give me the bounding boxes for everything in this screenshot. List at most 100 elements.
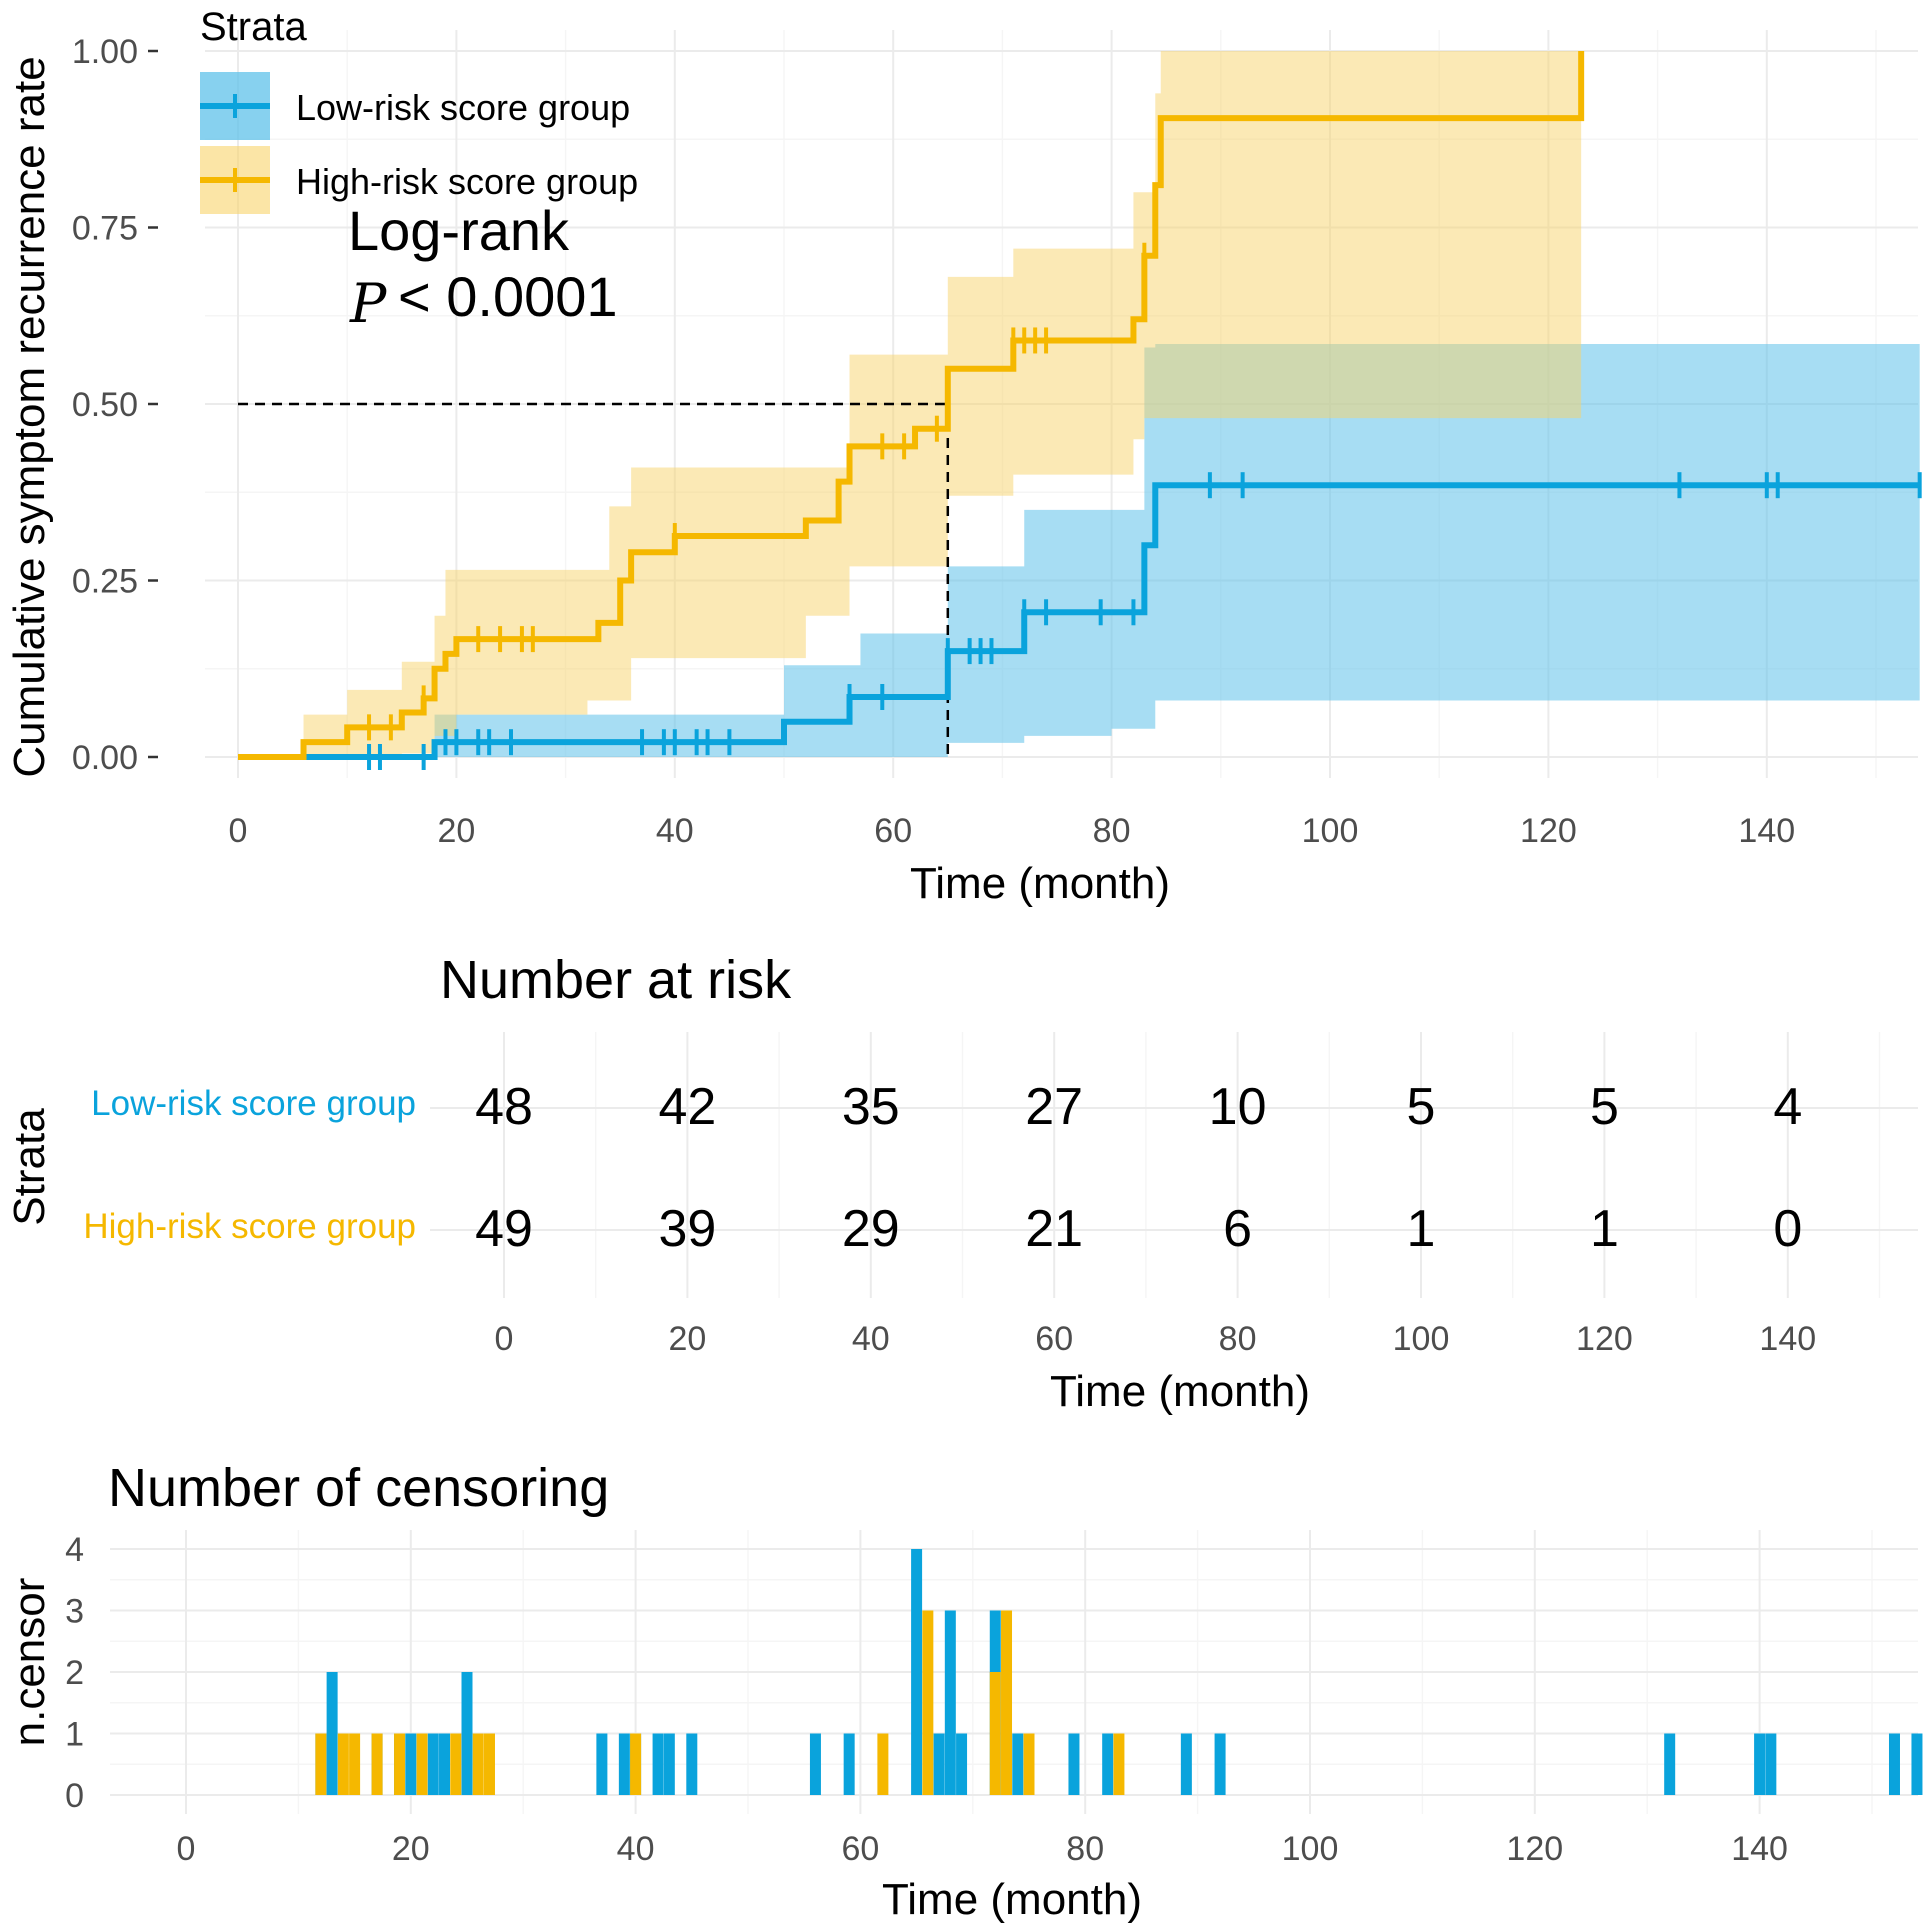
y-tick-label: 0.75	[72, 210, 138, 248]
log-rank-label: Log-rank	[348, 199, 570, 262]
censor-bar-high-risk	[1113, 1733, 1125, 1795]
y-tick-label: 0.25	[72, 563, 138, 601]
censoring-x-tick-label: 80	[1066, 1830, 1104, 1868]
log-rank-annotation: Log-rank P < 0.0001	[348, 199, 618, 335]
legend-item-low-risk[interactable]: Low-risk score group	[200, 72, 630, 140]
censoring-x-tick-label: 60	[841, 1830, 879, 1868]
legend-label-high-risk: High-risk score group	[296, 161, 638, 202]
risk-table-x-tick-label: 120	[1576, 1320, 1633, 1358]
number-at-risk-panel: Number at risk Low-risk score group High…	[5, 950, 1918, 1416]
risk-cell-high-risk: 1	[1590, 1200, 1619, 1258]
censor-bar-low-risk	[1754, 1733, 1766, 1795]
censor-bar-high-risk	[371, 1733, 383, 1795]
risk-cell-low-risk: 42	[658, 1078, 716, 1136]
risk-cell-high-risk: 39	[658, 1200, 716, 1258]
censoring-x-tick-label: 120	[1506, 1830, 1563, 1868]
risk-cell-high-risk: 29	[842, 1200, 900, 1258]
risk-row-label-high-risk: High-risk score group	[83, 1207, 416, 1246]
x-tick-label: 80	[1093, 812, 1131, 850]
y-axis-title: Cumulative symptom recurrence rate	[5, 56, 54, 777]
risk-cell-low-risk: 5	[1407, 1078, 1436, 1136]
legend-title: Strata	[200, 5, 307, 49]
censor-bar-high-risk	[1001, 1610, 1013, 1795]
censoring-x-tick-label: 100	[1282, 1830, 1339, 1868]
risk-cell-high-risk: 1	[1407, 1200, 1436, 1258]
censor-bar-low-risk	[843, 1733, 855, 1795]
y-axis-ticks: 0.00 0.25 0.50 0.75 1.00	[72, 33, 158, 777]
censor-marks	[367, 242, 1922, 770]
risk-table-x-tick-label: 0	[495, 1320, 514, 1358]
censor-bar-low-risk	[326, 1672, 338, 1795]
risk-cell-low-risk: 4	[1773, 1078, 1802, 1136]
censoring-y-ticks: 0 1 2 3 4	[65, 1531, 84, 1815]
risk-cell-low-risk: 5	[1590, 1078, 1619, 1136]
risk-table-x-tick-label: 80	[1219, 1320, 1257, 1358]
censoring-x-tick-label: 20	[392, 1830, 430, 1868]
x-tick-label: 20	[437, 812, 475, 850]
censor-bar-high-risk	[394, 1733, 406, 1795]
risk-cell-low-risk: 35	[842, 1078, 900, 1136]
censor-bar-high-risk	[630, 1733, 642, 1795]
censoring-y-tick-label: 4	[65, 1531, 84, 1569]
censor-bar-low-risk	[663, 1733, 675, 1795]
censor-bar-low-risk	[1102, 1733, 1114, 1795]
censor-bar-low-risk	[1888, 1733, 1900, 1795]
censoring-y-tick-label: 0	[65, 1777, 84, 1815]
censor-bar-low-risk	[596, 1733, 608, 1795]
censor-bar-low-risk	[1911, 1733, 1923, 1795]
censor-bar-high-risk	[1023, 1733, 1035, 1795]
censor-bar-low-risk	[1068, 1733, 1080, 1795]
censor-bar-high-risk	[416, 1733, 428, 1795]
censor-bar-high-risk	[337, 1733, 349, 1795]
x-tick-label: 60	[874, 812, 912, 850]
y-tick-label: 1.00	[72, 33, 138, 71]
censoring-panel: Number of censoring 0 1 2 3 4 0 20 40 60 80 100 12…	[5, 1458, 1923, 1924]
censor-bar-low-risk	[1180, 1733, 1192, 1795]
risk-cell-high-risk: 21	[1025, 1200, 1083, 1258]
legend-item-high-risk[interactable]: High-risk score group	[200, 146, 638, 214]
x-axis-ticks: 0 20 40 60 80 100 120 140	[229, 812, 1796, 850]
censoring-x-ticks: 0 20 40 60 80 100 120 140	[177, 1830, 1788, 1868]
censor-bar-low-risk	[461, 1672, 473, 1795]
censoring-x-title: Time (month)	[882, 1875, 1142, 1924]
censor-bar-low-risk	[405, 1733, 417, 1795]
censor-bar-low-risk	[427, 1733, 439, 1795]
risk-cell-low-risk: 10	[1209, 1078, 1267, 1136]
risk-table-x-tick-label: 20	[668, 1320, 706, 1358]
cumulative-recurrence-panel: 0.000.250.500.751.00 0 20 40 60 80 100 120 140 …	[5, 5, 1922, 908]
censor-bar-low-risk	[686, 1733, 698, 1795]
risk-cell-low-risk: 48	[475, 1078, 533, 1136]
y-tick-label: 0.00	[72, 739, 138, 777]
censor-bar-low-risk	[1214, 1733, 1226, 1795]
x-tick-label: 140	[1738, 812, 1795, 850]
censor-bar-low-risk	[944, 1610, 956, 1795]
censor-bar-low-risk	[1012, 1733, 1024, 1795]
censor-bar-high-risk	[877, 1733, 889, 1795]
risk-table-y-title: Strata	[5, 1108, 54, 1226]
risk-table-x-tick-label: 40	[852, 1320, 890, 1358]
x-axis-title: Time (month)	[910, 859, 1170, 908]
y-tick-label: 0.50	[72, 386, 138, 424]
censor-bar-low-risk	[1765, 1733, 1777, 1795]
censor-bar-high-risk	[349, 1733, 361, 1795]
risk-table-title: Number at risk	[440, 950, 792, 1010]
risk-table-x-ticks: 0 20 40 60 80 100 120 140	[495, 1320, 1817, 1358]
censor-bar-low-risk	[652, 1733, 664, 1795]
risk-table-x-tick-label: 60	[1035, 1320, 1073, 1358]
risk-table-x-title: Time (month)	[1050, 1367, 1310, 1416]
x-tick-label: 40	[656, 812, 694, 850]
censor-bar-high-risk	[315, 1733, 327, 1795]
censoring-y-title: n.censor	[5, 1578, 54, 1747]
censor-bar-low-risk	[618, 1733, 630, 1795]
censoring-x-tick-label: 140	[1731, 1830, 1788, 1868]
legend: Strata Low-risk score group High-risk sc…	[200, 5, 638, 214]
survival-curve-low-risk	[238, 482, 1920, 760]
risk-cell-high-risk: 49	[475, 1200, 533, 1258]
risk-cell-low-risk: 27	[1025, 1078, 1083, 1136]
censoring-x-tick-label: 0	[177, 1830, 196, 1868]
x-tick-label: 120	[1520, 812, 1577, 850]
risk-cell-high-risk: 0	[1773, 1200, 1802, 1258]
risk-table-x-tick-label: 140	[1759, 1320, 1816, 1358]
censoring-x-tick-label: 40	[617, 1830, 655, 1868]
x-tick-label: 100	[1302, 812, 1359, 850]
